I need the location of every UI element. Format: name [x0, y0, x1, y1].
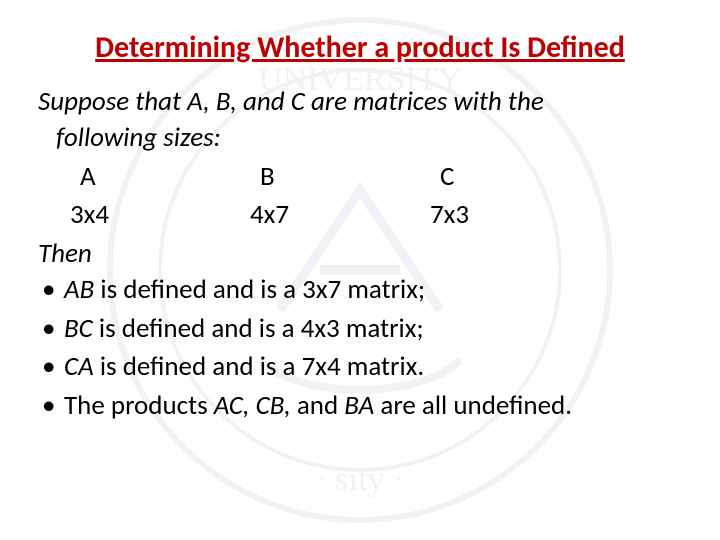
matrix-name-a: A — [80, 159, 260, 195]
undef-post: are all undefined. — [374, 389, 572, 422]
tail-bc: is defined and is a 4x3 matrix; — [93, 312, 424, 345]
matrix-name-b: B — [260, 159, 440, 195]
matrix-names-row: A B C — [30, 159, 690, 195]
bullet-undefined: The products AC, CB, and BA are all unde… — [38, 388, 690, 424]
expr-bc: BC — [64, 312, 93, 345]
matrix-size-a: 3x4 — [70, 197, 250, 233]
undef-mid: and — [291, 389, 345, 422]
bullet-list: AB is defined and is a 3x7 matrix; BC is… — [30, 272, 690, 424]
intro-line-2: following sizes: — [38, 120, 690, 156]
undef-pre: The products — [64, 389, 214, 422]
bullet-bc: BC is defined and is a 4x3 matrix; — [38, 311, 690, 347]
undef-expr2: BA — [344, 389, 374, 422]
then-label: Then — [30, 236, 690, 272]
matrix-size-b: 4x7 — [250, 197, 430, 233]
intro-line-1: Suppose that A, B, and C are matrices wi… — [38, 85, 544, 118]
intro-text: Suppose that A, B, and C are matrices wi… — [30, 84, 690, 157]
bullet-ab: AB is defined and is a 3x7 matrix; — [38, 272, 690, 308]
slide-body: Suppose that A, B, and C are matrices wi… — [30, 84, 690, 424]
slide-title: Determining Whether a product Is Defined — [30, 30, 690, 66]
matrix-sizes-row: 3x4 4x7 7x3 — [30, 197, 690, 233]
expr-ca: CA — [64, 350, 94, 383]
tail-ab: is defined and is a 3x7 matrix; — [94, 273, 425, 306]
slide: Determining Whether a product Is Defined… — [0, 0, 720, 540]
undef-expr1: AC, CB, — [214, 389, 291, 422]
matrix-size-c: 7x3 — [430, 197, 610, 233]
expr-ab: AB — [64, 273, 94, 306]
tail-ca: is defined and is a 7x4 matrix. — [94, 350, 424, 383]
matrix-name-c: C — [440, 159, 620, 195]
bullet-ca: CA is defined and is a 7x4 matrix. — [38, 349, 690, 385]
